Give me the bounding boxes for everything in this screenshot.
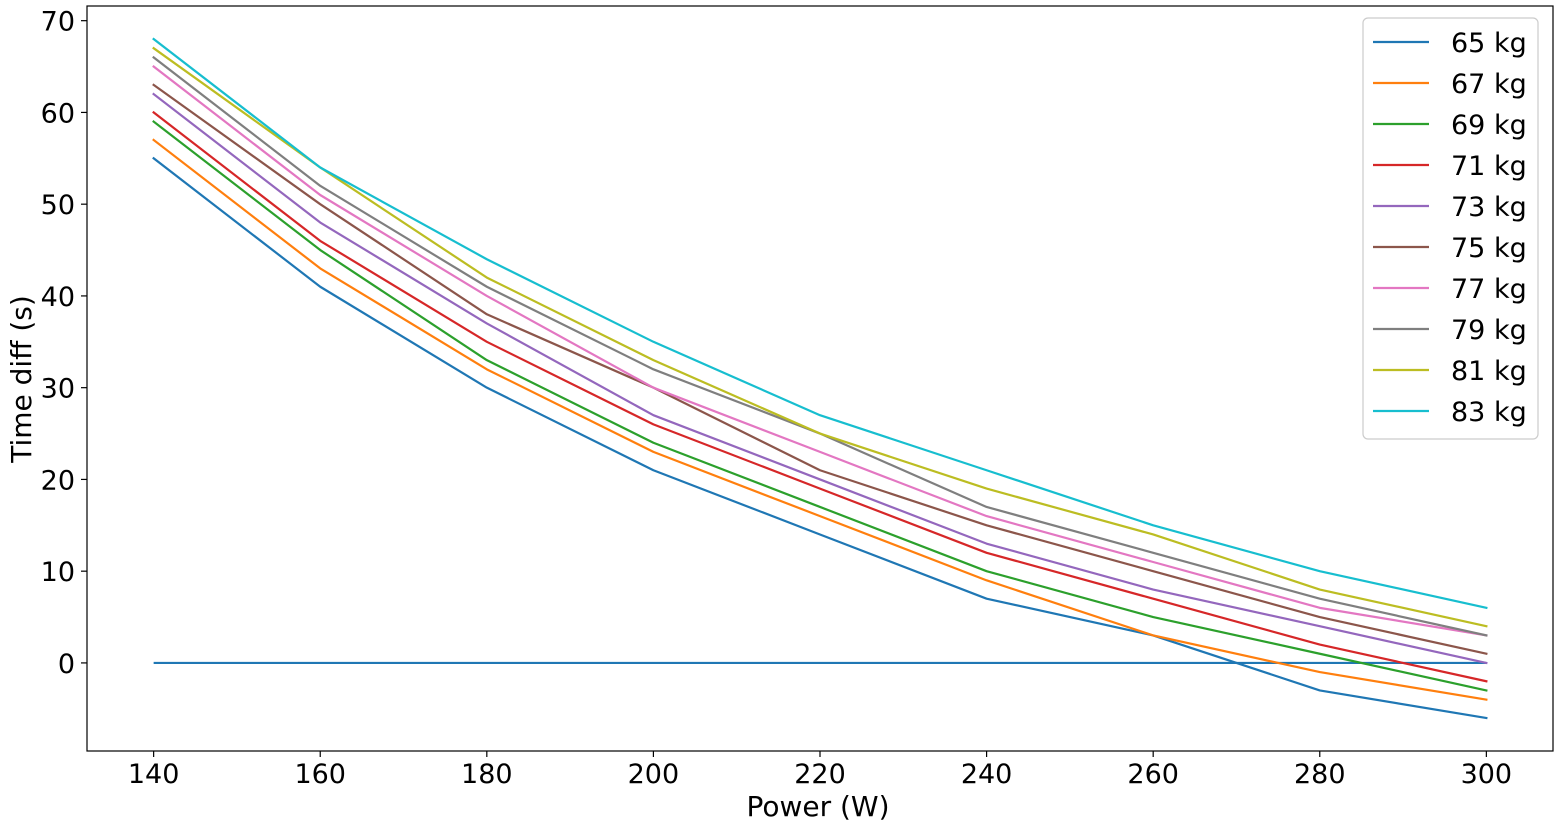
y-tick-label: 30	[41, 374, 75, 405]
x-tick-label: 180	[461, 759, 513, 790]
y-axis-ticks: 0 10 20 30 40 50 60 70	[41, 7, 87, 680]
legend-label: 81 kg	[1451, 356, 1527, 387]
legend-label: 71 kg	[1451, 151, 1527, 182]
y-tick-label: 50	[41, 190, 75, 221]
legend-label: 73 kg	[1451, 192, 1527, 223]
legend-label: 67 kg	[1451, 69, 1527, 100]
y-tick-label: 60	[41, 98, 75, 129]
series-line-65-kg	[152, 156, 1488, 720]
series-line-67-kg	[152, 138, 1488, 701]
x-tick-label: 240	[961, 759, 1013, 790]
series-line-77-kg	[152, 65, 1488, 637]
x-tick-label: 220	[794, 759, 846, 790]
x-tick-label: 140	[128, 759, 180, 790]
legend-label: 69 kg	[1451, 110, 1527, 141]
y-tick-label: 20	[41, 465, 75, 496]
x-tick-label: 200	[628, 759, 680, 790]
x-tick-label: 260	[1127, 759, 1179, 790]
series-line-81-kg	[152, 46, 1488, 628]
legend-label: 83 kg	[1451, 397, 1527, 428]
x-tick-label: 280	[1294, 759, 1346, 790]
y-tick-label: 40	[41, 282, 75, 313]
series-lines	[152, 37, 1488, 720]
series-line-73-kg	[152, 92, 1488, 665]
series-line-71-kg	[152, 110, 1488, 683]
legend-label: 77 kg	[1451, 274, 1527, 305]
series-line-75-kg	[152, 83, 1488, 656]
x-tick-label: 160	[294, 759, 346, 790]
y-tick-label: 0	[58, 649, 75, 680]
legend-label: 65 kg	[1451, 28, 1527, 59]
x-axis-label: Power (W)	[746, 790, 889, 823]
y-axis-label: Time diff (s)	[5, 295, 38, 464]
series-line-69-kg	[152, 120, 1488, 692]
y-tick-label: 70	[41, 7, 75, 38]
legend-label: 75 kg	[1451, 233, 1527, 264]
legend-label: 79 kg	[1451, 315, 1527, 346]
x-tick-label: 300	[1461, 759, 1513, 790]
x-axis-ticks: 140 160 180 200 220 240 260 280 300	[128, 751, 1512, 790]
legend: 65 kg 67 kg 69 kg 71 kg 73 kg 75 kg 77 kg 79 kg…	[1362, 17, 1539, 440]
y-tick-label: 10	[41, 557, 75, 588]
series-line-83-kg	[152, 37, 1488, 610]
